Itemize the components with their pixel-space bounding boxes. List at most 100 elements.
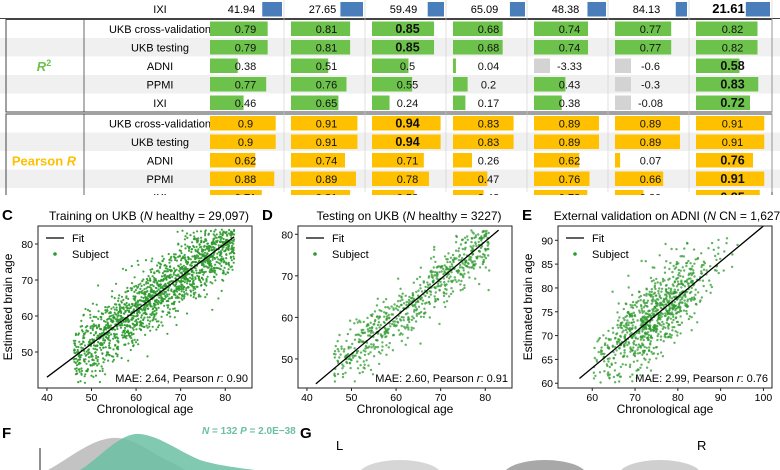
subject-point bbox=[88, 310, 91, 313]
subject-point bbox=[367, 364, 370, 367]
subject-point bbox=[197, 277, 200, 280]
value-bar bbox=[615, 21, 672, 36]
subject-point bbox=[717, 252, 720, 255]
y-tick-label: 50 bbox=[21, 347, 33, 359]
subject-point bbox=[639, 299, 642, 302]
subject-point bbox=[459, 264, 462, 267]
subject-point bbox=[354, 333, 357, 337]
subject-point bbox=[694, 258, 697, 261]
subject-point bbox=[470, 249, 473, 253]
subject-point bbox=[159, 265, 162, 268]
subject-point bbox=[407, 301, 411, 304]
subject-point bbox=[185, 287, 188, 290]
subject-point bbox=[410, 328, 413, 332]
subject-point bbox=[193, 235, 196, 238]
subject-point bbox=[206, 252, 209, 255]
subject-point bbox=[150, 288, 153, 291]
subject-point bbox=[204, 248, 207, 251]
subject-point bbox=[230, 239, 233, 242]
subject-point bbox=[333, 380, 337, 383]
subject-point bbox=[113, 308, 116, 311]
subject-point bbox=[182, 276, 185, 279]
subject-point bbox=[371, 373, 375, 376]
subject-point bbox=[121, 316, 125, 319]
subject-point bbox=[419, 266, 423, 269]
subject-point bbox=[461, 238, 464, 241]
subject-point bbox=[218, 262, 222, 265]
subject-point bbox=[149, 329, 152, 332]
subject-point bbox=[689, 277, 692, 280]
subject-point bbox=[390, 313, 393, 316]
subject-point bbox=[182, 270, 185, 273]
subject-point bbox=[357, 333, 361, 336]
subject-point bbox=[117, 299, 120, 302]
subject-point bbox=[115, 320, 118, 323]
subject-point bbox=[450, 287, 453, 290]
subject-point bbox=[622, 329, 625, 332]
x-tick-label: 60 bbox=[130, 392, 142, 404]
subject-point bbox=[164, 282, 167, 286]
subject-point bbox=[428, 316, 431, 319]
subject-point bbox=[376, 323, 380, 327]
subject-point bbox=[385, 344, 388, 347]
subject-point bbox=[680, 286, 683, 289]
subject-point bbox=[188, 283, 191, 286]
subject-point bbox=[627, 286, 630, 289]
subject-point bbox=[463, 236, 467, 239]
subject-point bbox=[349, 328, 352, 331]
subject-point bbox=[178, 285, 181, 288]
subject-point bbox=[212, 253, 215, 256]
subject-point bbox=[637, 290, 641, 293]
value-bar bbox=[453, 153, 472, 168]
subject-point bbox=[161, 324, 164, 327]
subject-point bbox=[139, 321, 142, 325]
subject-point bbox=[611, 290, 614, 293]
subject-point bbox=[134, 301, 138, 304]
subject-point bbox=[679, 274, 682, 278]
subject-point bbox=[592, 371, 596, 374]
subject-point bbox=[423, 312, 426, 315]
subject-point bbox=[135, 324, 138, 327]
subject-point bbox=[115, 313, 118, 316]
subject-point bbox=[677, 283, 680, 286]
subject-point bbox=[333, 374, 337, 378]
subject-point bbox=[148, 302, 151, 305]
subject-point bbox=[152, 313, 155, 316]
y-tick-label: 75 bbox=[541, 307, 553, 319]
subject-point bbox=[187, 286, 190, 289]
subject-point bbox=[631, 304, 634, 307]
subject-point bbox=[649, 369, 653, 372]
subject-point bbox=[681, 275, 685, 278]
x-tick-label: 70 bbox=[435, 392, 447, 404]
subject-point bbox=[138, 299, 141, 302]
subject-point bbox=[674, 295, 677, 298]
subject-point bbox=[177, 255, 180, 258]
subject-point bbox=[180, 245, 183, 248]
subject-point bbox=[674, 309, 677, 312]
subject-point bbox=[384, 312, 388, 315]
subject-point bbox=[142, 278, 145, 281]
subject-point bbox=[399, 287, 402, 290]
subject-point bbox=[436, 282, 440, 285]
subject-point bbox=[659, 338, 663, 341]
subject-point bbox=[631, 380, 634, 383]
results-table: IXI 41.94 27.65 59.49 65.09 48.38 84.13 21.61UK… bbox=[0, 0, 780, 195]
subject-point bbox=[203, 251, 207, 254]
subject-point bbox=[639, 374, 642, 377]
subject-point bbox=[77, 333, 80, 336]
subject-point bbox=[396, 300, 400, 303]
subject-point bbox=[657, 332, 660, 336]
subject-point bbox=[637, 346, 640, 349]
subject-point bbox=[187, 249, 191, 252]
subject-point bbox=[138, 311, 141, 314]
subject-point bbox=[458, 266, 462, 269]
y-tick-label: 50 bbox=[281, 354, 293, 366]
subject-point bbox=[655, 277, 658, 281]
table-cell-value: -0.08 bbox=[638, 98, 663, 110]
legend-subject-swatch bbox=[573, 252, 577, 256]
subject-point bbox=[398, 294, 401, 297]
subject-point bbox=[612, 331, 615, 334]
subject-point bbox=[433, 248, 436, 251]
subject-point bbox=[216, 256, 219, 259]
table-cell-value: 0.82 bbox=[722, 24, 743, 36]
